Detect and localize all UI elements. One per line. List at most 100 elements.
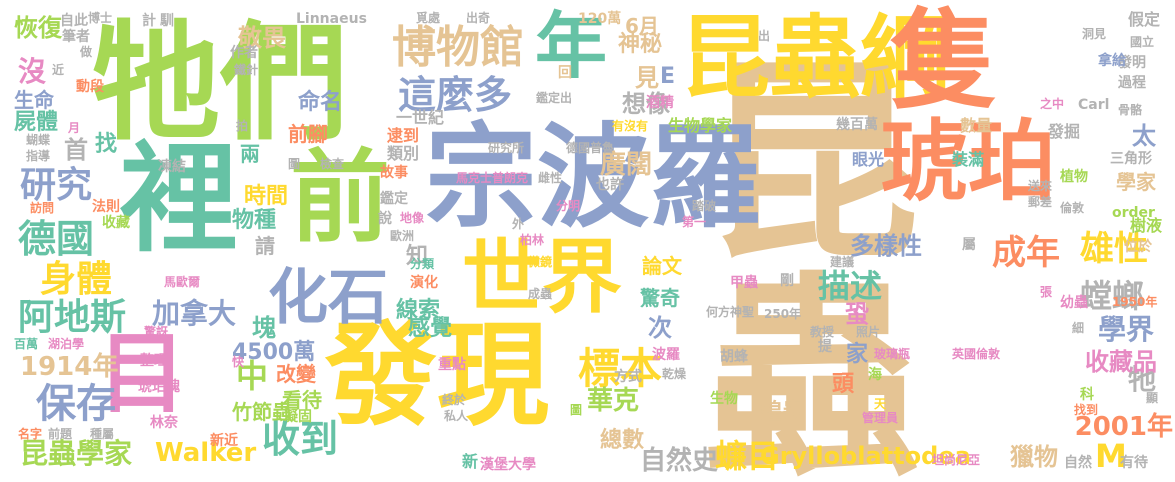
word-jianding: 鑑定 [380, 191, 408, 207]
word-guocheng: 過程 [1118, 75, 1146, 91]
word-kunchong-big: 昆蟲 [667, 50, 918, 480]
word-zhiwu: 植物 [1060, 169, 1088, 185]
word-yanjiu: 研究 [20, 165, 93, 206]
word-hupo: 琥珀 [880, 110, 1057, 213]
word-E: E [660, 64, 676, 89]
word-chengnian: 成年 [992, 233, 1060, 273]
word-jianyi: 建議 [830, 255, 855, 269]
word-guoli: 國立 [1130, 35, 1155, 49]
word-jianada: 加拿大 [152, 297, 237, 330]
word-qianjiao: 前腳 [288, 122, 328, 146]
word-li: 裡 [120, 130, 239, 268]
word-zongboluo: 宗波羅 [425, 113, 761, 243]
word-hupokuai: 琥珀塊 [138, 379, 180, 395]
word-tapo: 踏破 [692, 199, 717, 213]
word-shijian: 時間 [244, 184, 289, 209]
word-zhi: 隻 [890, 0, 999, 124]
word-faze: 法則 [92, 199, 120, 215]
word-youdai: 有待 [1120, 455, 1148, 471]
word-qian: 前 [290, 139, 390, 256]
word-grylloblattodea: Grylloblattodea [760, 442, 971, 470]
word-shenti: 身體 [40, 259, 113, 300]
word-huifu: 恢復 [14, 14, 62, 42]
word-yanjiusuo: 研究所 [488, 141, 525, 155]
word-jingqi: 驚奇 [640, 286, 680, 310]
word-youchong: 幼蟲 [1060, 295, 1088, 311]
word-boshi: 博士 [88, 11, 113, 25]
word-zuo: 做 [80, 45, 93, 59]
word-shoucang: 收藏 [102, 215, 130, 231]
word-adisi: 阿地斯 [18, 297, 127, 338]
word-kunchongxuejia: 昆蟲學家 [20, 437, 133, 470]
word-zhong: 中 [236, 357, 269, 395]
word-xinjin: 新近 [210, 433, 238, 449]
word-daodao: 逮到 [387, 126, 420, 145]
word-wuzhong: 物種 [232, 208, 277, 233]
word-zhidao: 指導 [26, 149, 51, 163]
word-yanhua: 演化 [410, 275, 438, 291]
word-kuai2: 快 [232, 355, 245, 369]
word-qianti: 前題 [48, 427, 73, 441]
word-dongjian: 洞見 [1082, 27, 1107, 41]
word-fenlei: 分類 [410, 257, 435, 271]
word-jibaiwan: 幾百萬 [836, 117, 878, 133]
word-ta-small: 牠 [1128, 363, 1157, 396]
word-jin: 近 [52, 63, 65, 77]
word-mei: 沒 [18, 55, 47, 88]
word-leibie: 類別 [387, 144, 420, 163]
word-yue: 月 [68, 121, 81, 135]
word-guangkuo: 廣闊 [600, 150, 653, 180]
word-tai: 太 [1132, 122, 1156, 150]
word-fangwen: 訪問 [30, 201, 55, 215]
word-hubei: 湖泊學 [48, 337, 85, 351]
word-gushi: 故事 [380, 165, 408, 181]
word-hufeng: 胡蜂 [720, 349, 748, 365]
word-nage: 拿給 [1098, 53, 1126, 69]
word-lundun: 倫敦 [1060, 201, 1085, 215]
word-kandai: 看待 [282, 388, 322, 412]
word-chu-small: 出 [758, 29, 771, 43]
word-jia: 家 [846, 342, 869, 367]
word-year1950: 1950年 [1112, 295, 1158, 309]
word-bolin: 柏林 [520, 233, 545, 247]
word-shou: 首 [64, 136, 88, 164]
word-xiangxiang: 想像 [622, 90, 670, 118]
word-shengming: 生命 [14, 88, 54, 112]
word-ziji: 自此 [60, 13, 88, 29]
word-cixing: 雌性 [538, 171, 563, 185]
word-maouer: 馬歐爾 [164, 275, 201, 289]
word-shenmi: 神秘 [618, 32, 663, 57]
word-ti: 提 [818, 339, 832, 355]
word-liewu: 獵物 [1010, 443, 1058, 471]
word-yexu: 也許 [596, 177, 624, 193]
word-siren: 私人 [444, 409, 469, 423]
word-chengchong: 成蟲 [528, 287, 553, 301]
word-zhaodao: 找到 [1074, 403, 1099, 417]
word-nian: 年 [535, 4, 608, 88]
word-zhao: 找 [95, 132, 118, 157]
word-faming: 發明 [1118, 55, 1146, 71]
word-ganjue: 感覺 [408, 316, 453, 341]
word-xun: 馴 [160, 13, 174, 29]
word-hai: 海 [868, 367, 882, 383]
word-kunchonggang: 昆蟲綱 [680, 6, 950, 111]
word-jiancha: 檢查 [320, 157, 345, 171]
word-boluo: 波羅 [652, 347, 680, 363]
word-faxian: 發現 [325, 311, 549, 441]
word-songlai: 送來 [1028, 179, 1053, 193]
word-zhizhong: 之中 [1040, 97, 1065, 111]
word-zhujiechong: 竹節蟲 [232, 400, 292, 424]
word-ji: 計 [142, 13, 156, 29]
word-linnai: 林奈 [150, 415, 178, 431]
word-ke: 科 [1080, 387, 1094, 403]
word-ziranshi: 自然史 [640, 446, 719, 476]
word-duoyangxing: 多樣性 [850, 232, 922, 260]
word-huangchong: 蝗蟲 [760, 400, 805, 425]
word-shengwu: 生物 [710, 391, 738, 407]
word-yingguolundun: 英國倫敦 [952, 347, 1001, 361]
word-huashi: 化石 [268, 263, 388, 333]
word-zongshu: 總數 [600, 428, 645, 453]
word-order: order [1112, 205, 1155, 221]
word-yanguang: 眼光 [852, 150, 885, 169]
word-hudie: 蝴蝶 [26, 133, 51, 147]
